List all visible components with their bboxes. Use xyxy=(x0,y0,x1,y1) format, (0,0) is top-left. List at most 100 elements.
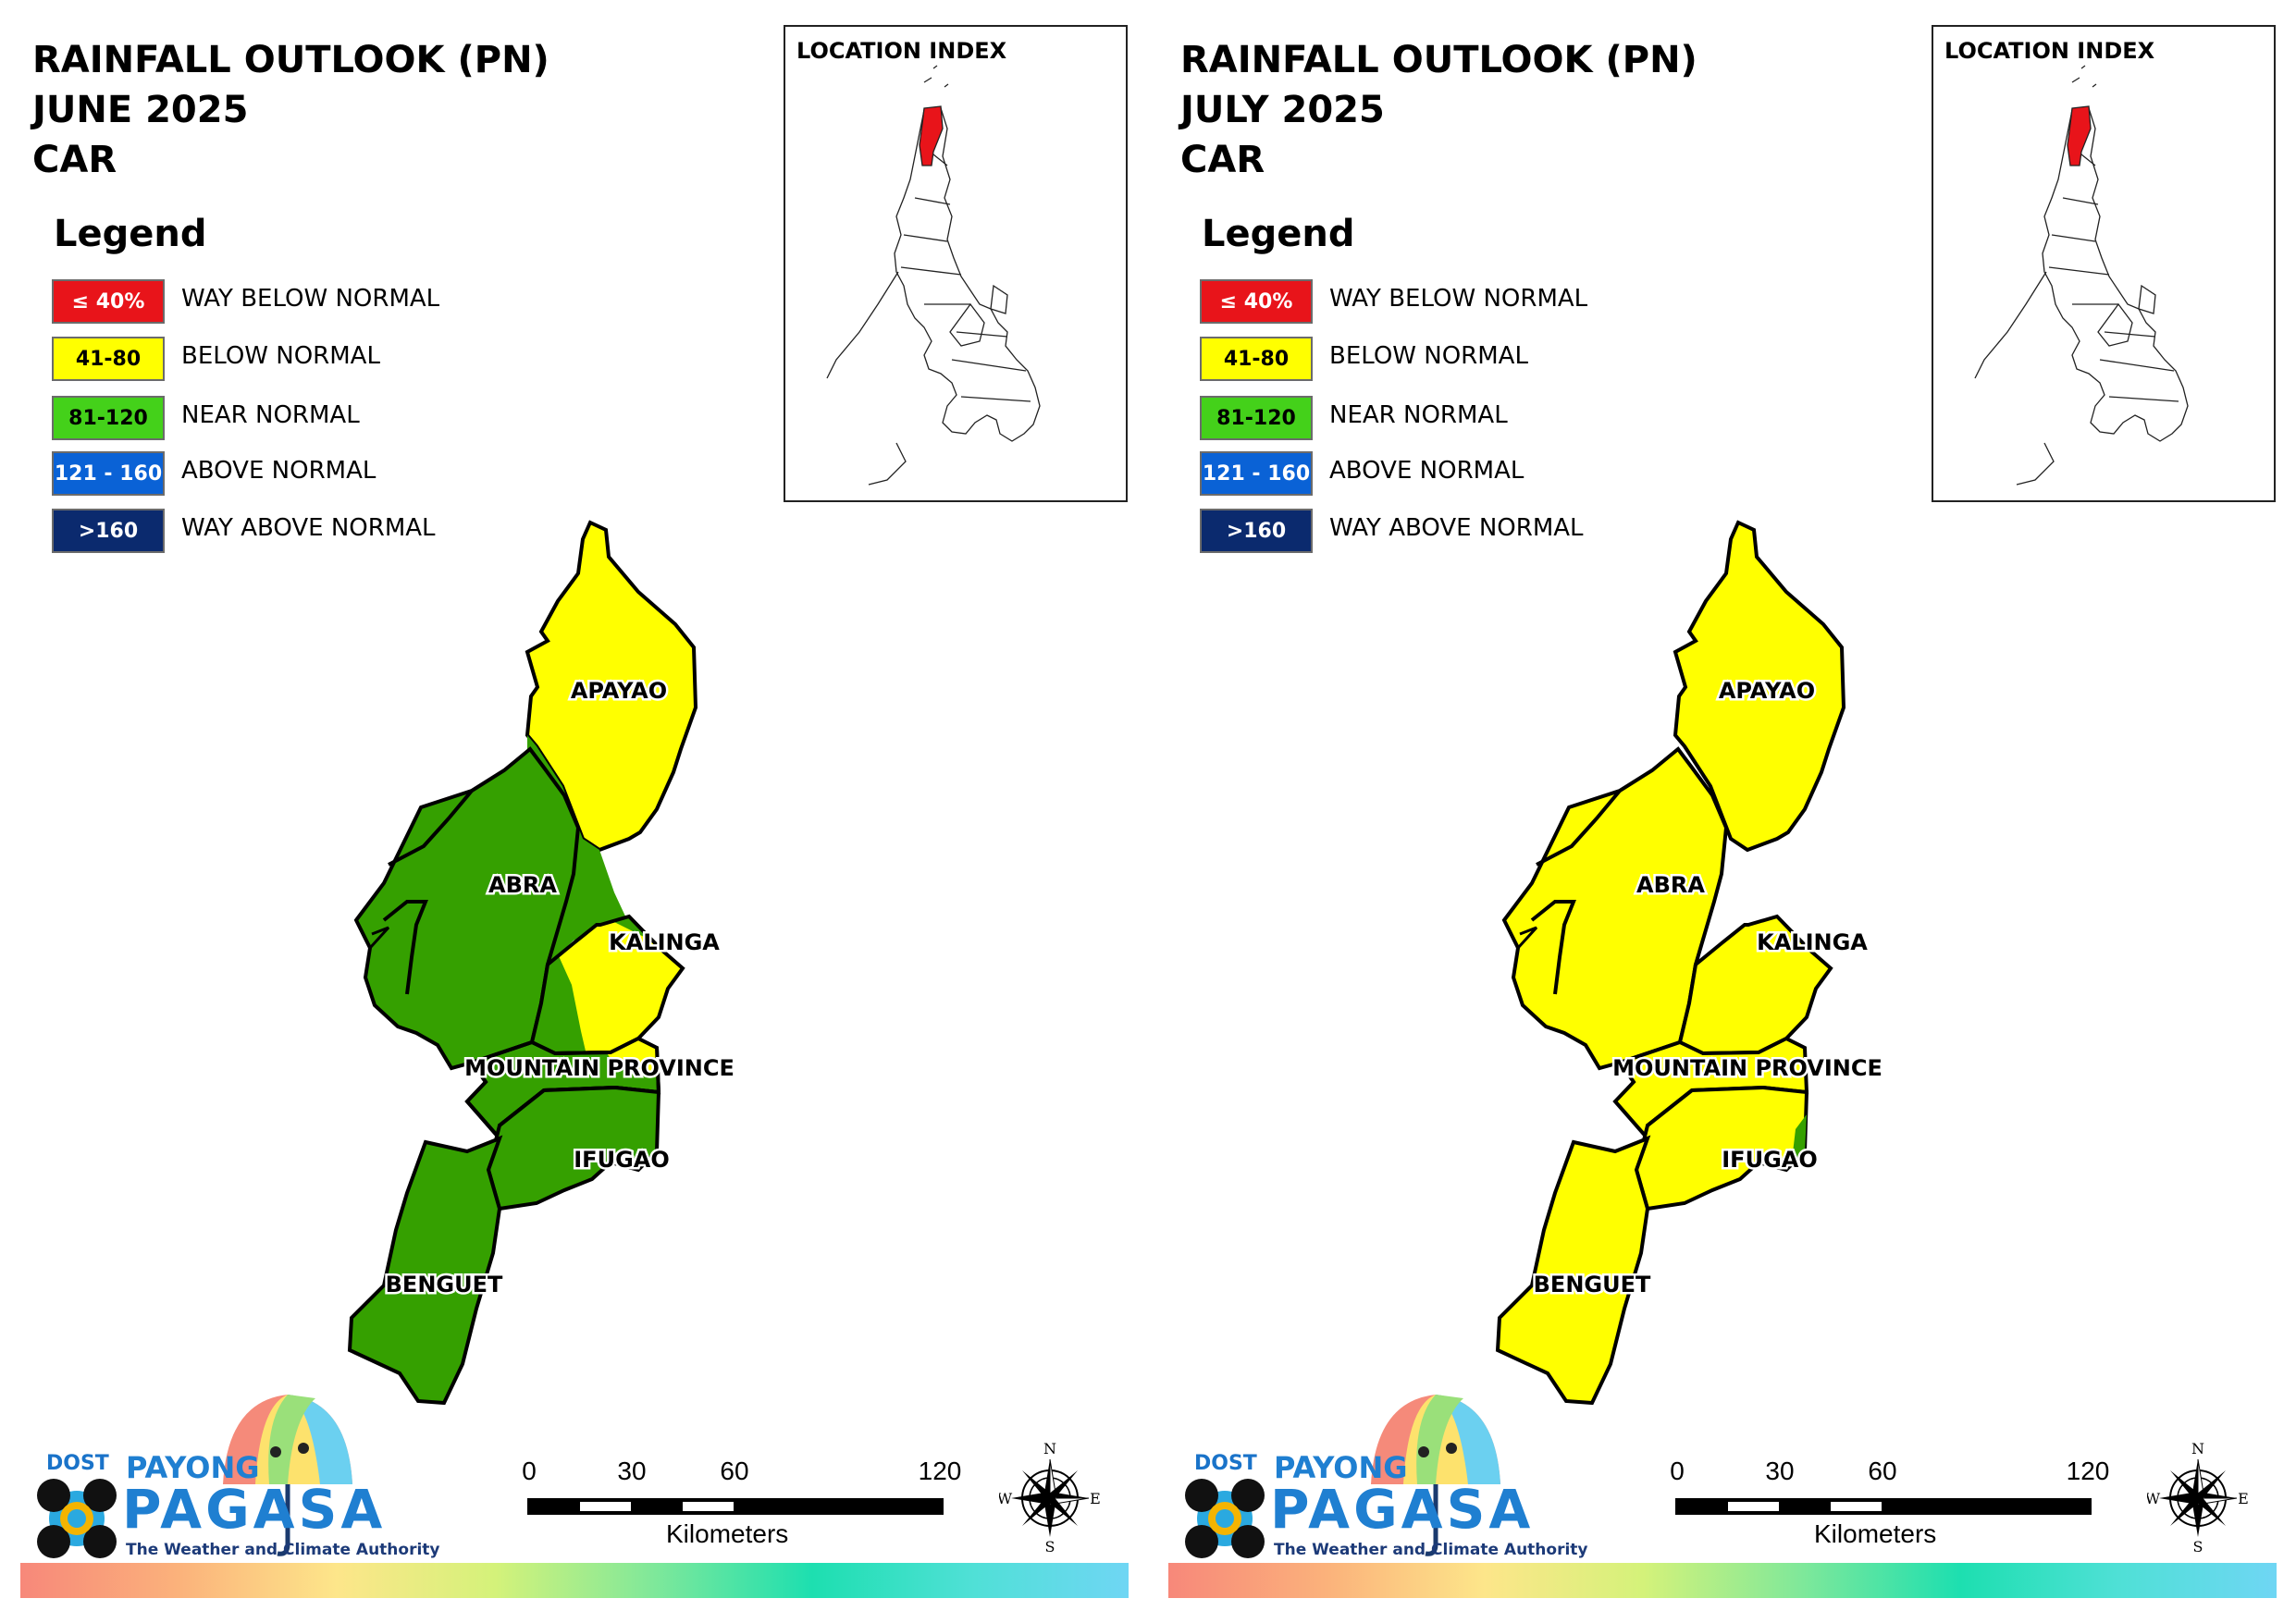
legend-swatch: >160 xyxy=(1200,509,1313,553)
label-benguet: BENGUET xyxy=(1534,1272,1651,1297)
province-apayao xyxy=(1673,520,1846,853)
outlook-panel-june: RAINFALL OUTLOOK (PN) JUNE 2025 CAR Lege… xyxy=(20,25,1129,1598)
legend-label: NEAR NORMAL xyxy=(1329,401,1508,429)
north-arrow-icon: N S E W xyxy=(2145,1440,2249,1555)
title-line-2: JUNE 2025 xyxy=(32,89,249,131)
location-index-label: LOCATION INDEX xyxy=(1944,38,2155,64)
label-apayao: APAYAO xyxy=(571,678,667,704)
pagasa-text: PAGASA xyxy=(1270,1478,1535,1541)
tagline-text: The Weather and Climate Authority xyxy=(1274,1541,1588,1559)
car-province-map: APAYAO ABRA KALINGA MOUNTAIN PROVINCE IF… xyxy=(347,520,736,1406)
legend-label: WAY ABOVE NORMAL xyxy=(1329,514,1584,542)
compass-w: W xyxy=(2147,1490,2161,1507)
legend-label: ABOVE NORMAL xyxy=(181,457,376,485)
label-apayao: APAYAO xyxy=(1719,678,1815,704)
legend-swatch: 41-80 xyxy=(1200,337,1313,381)
scale-tick: 0 xyxy=(522,1457,537,1485)
legend-label: WAY BELOW NORMAL xyxy=(1329,285,1588,313)
scale-tick: 60 xyxy=(1868,1457,1897,1485)
umbrella-icon xyxy=(1371,1395,1500,1556)
ifugao-green-edge xyxy=(1792,1114,1807,1161)
legend-swatch: 121 - 160 xyxy=(52,451,165,496)
legend-label: BELOW NORMAL xyxy=(1329,342,1528,370)
legend-label: WAY BELOW NORMAL xyxy=(181,285,440,313)
legend-swatch: ≤ 40% xyxy=(1200,279,1313,324)
province-abra xyxy=(1501,746,1729,1071)
car-highlight xyxy=(2067,105,2092,166)
compass-w: W xyxy=(999,1490,1013,1507)
location-index-label: LOCATION INDEX xyxy=(796,38,1007,64)
map-title: RAINFALL OUTLOOK (PN) JULY 2025 CAR xyxy=(1180,35,1697,185)
scale-tick: 60 xyxy=(720,1457,749,1485)
tagline-text: The Weather and Climate Authority xyxy=(126,1541,440,1559)
philippines-outline-map xyxy=(826,65,1041,486)
label-abra: ABRA xyxy=(1636,872,1705,898)
label-ifugao: IFUGAO xyxy=(1722,1147,1818,1173)
scale-bar-graphic xyxy=(527,1498,944,1515)
scale-tick: 30 xyxy=(1765,1457,1795,1485)
legend-label: NEAR NORMAL xyxy=(181,401,360,429)
scale-bar-graphic xyxy=(1675,1498,2092,1515)
dost-seal-icon xyxy=(1185,1479,1265,1558)
legend-swatch: 81-120 xyxy=(1200,396,1313,440)
scale-units: Kilometers xyxy=(666,1519,789,1548)
compass-e: E xyxy=(1090,1490,1101,1507)
label-kalinga: KALINGA xyxy=(1757,929,1868,955)
province-benguet xyxy=(347,1135,503,1406)
label-kalinga: KALINGA xyxy=(609,929,720,955)
title-line-1: RAINFALL OUTLOOK (PN) xyxy=(32,39,549,81)
title-line-3: CAR xyxy=(1180,139,1265,181)
compass-n: N xyxy=(1043,1443,1056,1457)
compass-e: E xyxy=(2238,1490,2249,1507)
legend-label: ABOVE NORMAL xyxy=(1329,457,1524,485)
dost-seal-icon xyxy=(37,1479,117,1558)
legend-swatch: >160 xyxy=(52,509,165,553)
scale-tick: 0 xyxy=(1670,1457,1685,1485)
dost-text: DOST xyxy=(1194,1452,1257,1475)
philippines-outline-map xyxy=(1974,65,2189,486)
compass-s: S xyxy=(2193,1538,2203,1554)
legend-swatch: ≤ 40% xyxy=(52,279,165,324)
payong-pagasa-logo: DOST PAYONG PAGASA The Weather and Clima… xyxy=(1181,1387,1588,1568)
legend-label: BELOW NORMAL xyxy=(181,342,380,370)
label-abra: ABRA xyxy=(488,872,557,898)
title-line-2: JULY 2025 xyxy=(1180,89,1385,131)
car-province-map: APAYAO ABRA KALINGA MOUNTAIN PROVINCE IF… xyxy=(1495,520,1884,1406)
location-index-inset: LOCATION INDEX xyxy=(1932,25,2276,502)
map-title: RAINFALL OUTLOOK (PN) JUNE 2025 CAR xyxy=(32,35,549,185)
title-line-1: RAINFALL OUTLOOK (PN) xyxy=(1180,39,1697,81)
north-arrow-icon: N S E W xyxy=(997,1440,1101,1555)
payong-text: PAYONG xyxy=(1274,1450,1408,1485)
footer-gradient-strip xyxy=(20,1563,1129,1598)
province-abra xyxy=(353,746,581,1071)
payong-text: PAYONG xyxy=(126,1450,260,1485)
compass-n: N xyxy=(2191,1443,2204,1457)
legend-swatch: 81-120 xyxy=(52,396,165,440)
title-line-3: CAR xyxy=(32,139,117,181)
umbrella-icon xyxy=(223,1395,352,1556)
legend-title: Legend xyxy=(54,213,207,255)
car-highlight xyxy=(919,105,944,166)
scale-tick: 120 xyxy=(2066,1457,2110,1485)
label-mountain-province: MOUNTAIN PROVINCE xyxy=(464,1055,734,1081)
legend-label: WAY ABOVE NORMAL xyxy=(181,514,436,542)
scale-tick: 120 xyxy=(918,1457,962,1485)
compass-s: S xyxy=(1045,1538,1055,1554)
scale-tick: 30 xyxy=(617,1457,647,1485)
location-index-inset: LOCATION INDEX xyxy=(784,25,1128,502)
outlook-panel-july: RAINFALL OUTLOOK (PN) JULY 2025 CAR Lege… xyxy=(1148,0,2296,1623)
legend-swatch: 121 - 160 xyxy=(1200,451,1313,496)
province-benguet xyxy=(1495,1135,1651,1406)
payong-pagasa-logo: DOST PAYONG PAGASA The Weather and Clima… xyxy=(33,1387,440,1568)
label-ifugao: IFUGAO xyxy=(574,1147,670,1173)
legend-title: Legend xyxy=(1202,213,1355,255)
scale-bar: 0 30 60 120 Kilometers xyxy=(522,1457,961,1558)
label-mountain-province: MOUNTAIN PROVINCE xyxy=(1612,1055,1882,1081)
scale-bar: 0 30 60 120 Kilometers xyxy=(1670,1457,2109,1558)
legend-swatch: 41-80 xyxy=(52,337,165,381)
footer-gradient-strip xyxy=(1168,1563,2277,1598)
label-benguet: BENGUET xyxy=(386,1272,503,1297)
dost-text: DOST xyxy=(46,1452,109,1475)
pagasa-text: PAGASA xyxy=(122,1478,387,1541)
scale-units: Kilometers xyxy=(1814,1519,1937,1548)
